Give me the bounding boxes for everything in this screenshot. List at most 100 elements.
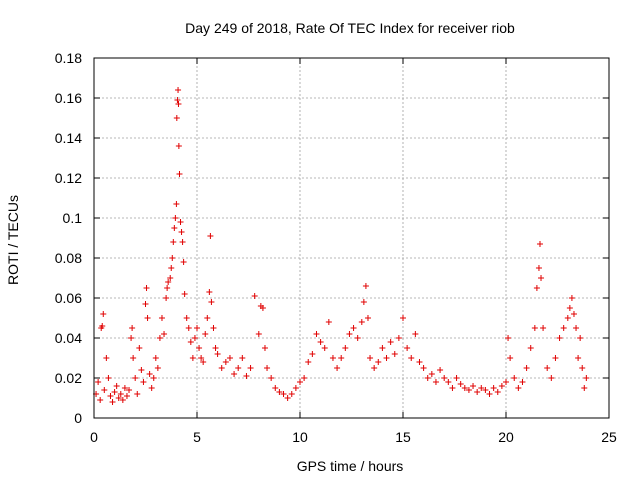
data-point — [181, 291, 188, 297]
data-point — [457, 381, 464, 387]
y-tick-label: 0.06 — [55, 290, 82, 306]
data-point — [218, 365, 225, 371]
data-point — [338, 355, 345, 361]
data-point — [251, 293, 258, 299]
data-point — [126, 387, 133, 393]
data-point — [577, 335, 584, 341]
data-point — [111, 389, 118, 395]
data-point — [163, 295, 170, 301]
data-point — [101, 387, 108, 393]
y-tick-label: 0.02 — [55, 370, 82, 386]
data-point — [527, 345, 534, 351]
data-point — [424, 375, 431, 381]
data-point — [470, 383, 477, 389]
data-point — [226, 355, 233, 361]
data-point — [325, 319, 332, 325]
data-point — [564, 315, 571, 321]
data-point — [498, 383, 505, 389]
data-point — [164, 285, 171, 291]
data-point — [198, 355, 205, 361]
data-point — [358, 319, 365, 325]
data-point — [173, 115, 180, 121]
data-point — [259, 305, 266, 311]
data-point — [404, 345, 411, 351]
data-point — [171, 225, 178, 231]
data-point — [375, 359, 382, 365]
data-point — [400, 315, 406, 321]
y-tick-label: 0 — [74, 410, 82, 426]
x-axis-title: GPS time / hours — [297, 458, 404, 474]
data-point — [428, 371, 435, 377]
data-point — [364, 315, 371, 321]
data-point — [371, 365, 378, 371]
data-point — [354, 335, 361, 341]
data-point — [276, 389, 283, 395]
data-point — [548, 375, 555, 381]
y-tick-label: 0.16 — [55, 90, 82, 106]
data-point — [168, 265, 175, 271]
x-tick-label: 20 — [498, 429, 514, 445]
plot-frame — [93, 57, 610, 419]
y-tick-label: 0.18 — [55, 50, 82, 66]
data-point — [412, 331, 419, 337]
data-point — [172, 215, 179, 221]
data-point — [317, 339, 324, 345]
data-point — [214, 351, 221, 357]
data-point — [445, 379, 452, 385]
data-point — [515, 385, 522, 391]
data-point — [189, 355, 196, 361]
x-tick-label: 5 — [193, 429, 201, 445]
data-point — [321, 345, 328, 351]
data-point — [177, 219, 184, 225]
data-point — [222, 359, 229, 365]
chart-title: Day 249 of 2018, Rate Of TEC Index for r… — [185, 20, 515, 36]
data-point — [478, 385, 485, 391]
data-point — [200, 359, 207, 365]
data-point — [360, 299, 367, 305]
data-point — [107, 393, 114, 399]
data-point — [136, 345, 143, 351]
data-point — [239, 355, 246, 361]
data-point — [176, 171, 183, 177]
data-point — [579, 365, 586, 371]
data-point — [143, 285, 150, 291]
data-point — [490, 385, 497, 391]
data-point — [453, 375, 460, 381]
data-point — [573, 325, 580, 331]
data-point — [449, 385, 456, 391]
data-point — [150, 375, 157, 381]
data-point — [391, 351, 398, 357]
data-point — [540, 325, 547, 331]
data-point — [161, 331, 168, 337]
data-point — [288, 391, 295, 397]
data-point — [420, 365, 427, 371]
y-axis-title: ROTI / TECUs — [5, 195, 21, 285]
data-point — [173, 201, 180, 207]
data-point — [570, 311, 577, 317]
data-point — [130, 355, 137, 361]
data-point — [210, 325, 217, 331]
data-point — [264, 365, 271, 371]
data-point — [165, 279, 172, 285]
data-point — [292, 385, 299, 391]
data-point — [183, 315, 190, 321]
data-point — [284, 395, 291, 401]
data-point — [175, 87, 182, 93]
data-point — [117, 391, 124, 397]
data-point — [99, 323, 106, 329]
x-tick-label: 0 — [90, 429, 98, 445]
data-point — [167, 275, 174, 281]
data-point — [507, 355, 514, 361]
data-point — [156, 335, 163, 341]
data-point — [432, 379, 439, 385]
data-point — [158, 315, 165, 321]
grid-lines — [94, 58, 609, 418]
data-point — [179, 239, 186, 245]
data-point — [148, 385, 155, 391]
data-point — [103, 355, 110, 361]
data-point — [583, 375, 590, 381]
data-point — [329, 355, 336, 361]
data-point — [243, 373, 250, 379]
data-point — [416, 359, 423, 365]
